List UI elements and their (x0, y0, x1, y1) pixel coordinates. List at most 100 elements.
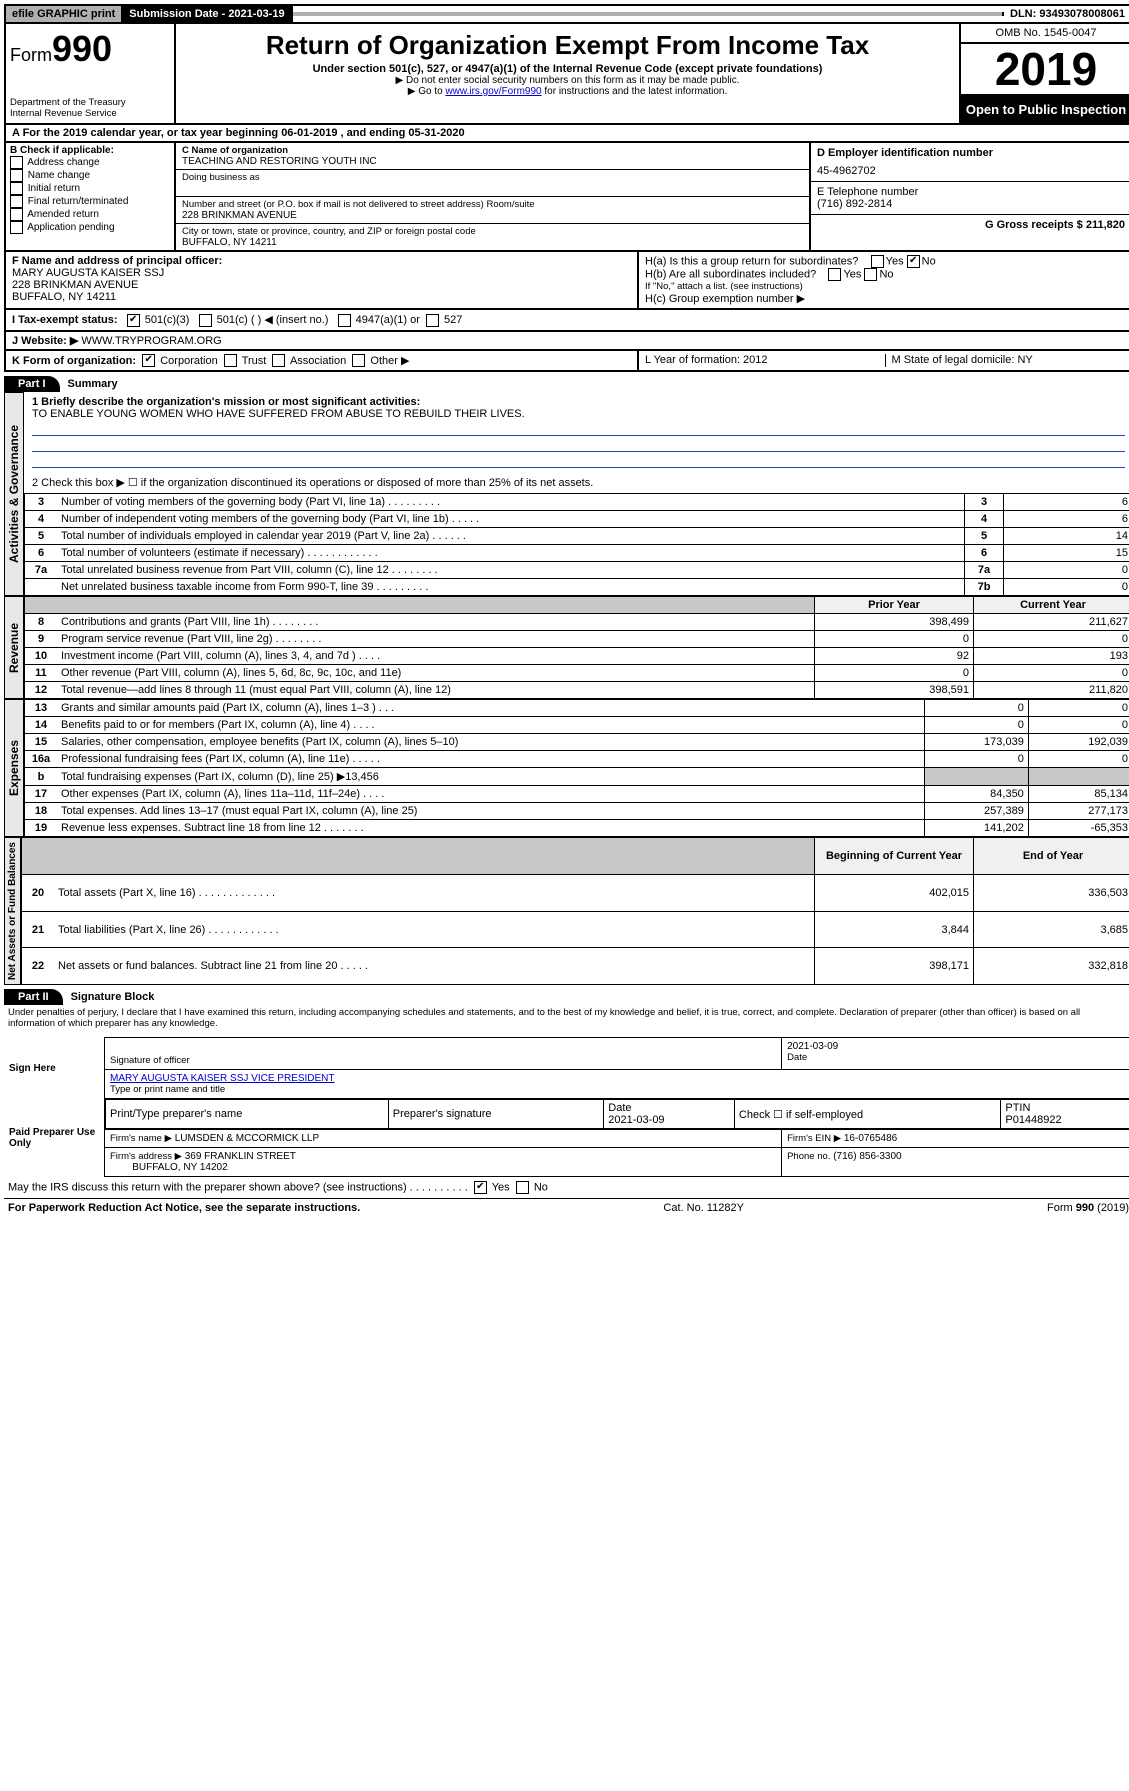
ein-value: 45-4962702 (817, 165, 1125, 177)
chk-pending[interactable]: Application pending (10, 221, 170, 234)
revenue-table: Prior YearCurrent Year8Contributions and… (24, 596, 1129, 699)
prep-date-hdr: Date (608, 1102, 631, 1114)
phone-label: E Telephone number (817, 186, 1125, 198)
org-name: TEACHING AND RESTORING YOUTH INC (182, 156, 803, 167)
state-domicile: M State of legal domicile: NY (886, 354, 1126, 368)
dept-line1: Department of the Treasury (10, 97, 170, 108)
side-revenue: Revenue (4, 596, 24, 699)
box-deg: D Employer identification number 45-4962… (811, 143, 1129, 250)
city-label: City or town, state or province, country… (182, 226, 803, 237)
expenses-table: 13Grants and similar amounts paid (Part … (24, 699, 1129, 837)
part2-tab: Part II (4, 989, 63, 1005)
note-goto: ▶ Go to www.irs.gov/Form990 for instruct… (184, 86, 951, 97)
line2-discontinued: 2 Check this box ▶ ☐ if the organization… (32, 476, 1125, 489)
box-k: K Form of organization: Corporation Trus… (6, 351, 639, 371)
goto-pre: ▶ Go to (408, 86, 446, 97)
entity-block: B Check if applicable: Address change Na… (4, 143, 1129, 252)
officer-typed-name[interactable]: MARY AUGUSTA KAISER SSJ VICE PRESIDENT (110, 1073, 335, 1084)
chk-527[interactable] (426, 314, 439, 327)
addr-label: Number and street (or P.O. box if mail i… (182, 199, 803, 210)
chk-trust[interactable] (224, 354, 237, 367)
side-governance: Activities & Governance (4, 392, 24, 596)
cat-no: Cat. No. 11282Y (663, 1202, 744, 1214)
hb: H(b) Are all subordinates included? Yes … (645, 268, 1125, 281)
paperwork-notice: For Paperwork Reduction Act Notice, see … (8, 1202, 360, 1214)
form-header: Form990 Department of the Treasury Inter… (4, 24, 1129, 125)
officer-name: MARY AUGUSTA KAISER SSJ (12, 267, 631, 279)
summary-section: Activities & Governance 1 Briefly descri… (4, 392, 1129, 596)
discuss-row: May the IRS discuss this return with the… (4, 1177, 1129, 1198)
website-value: WWW.TRYPROGRAM.ORG (81, 335, 221, 347)
ptin-hdr: PTIN (1005, 1102, 1030, 1114)
chk-name[interactable]: Name change (10, 169, 170, 182)
i-label: I Tax-exempt status: (12, 314, 118, 326)
irs-link[interactable]: www.irs.gov/Form990 (445, 86, 541, 97)
chk-assoc[interactable] (272, 354, 285, 367)
chk-final[interactable]: Final return/terminated (10, 195, 170, 208)
box-b-label: B Check if applicable: (10, 145, 170, 156)
part1-tab: Part I (4, 376, 60, 392)
form-prefix: Form (10, 45, 52, 65)
firm-name-label: Firm's name ▶ (110, 1133, 172, 1144)
chk-4947[interactable] (338, 314, 351, 327)
chk-501c[interactable] (199, 314, 212, 327)
perjury-declaration: Under penalties of perjury, I declare th… (4, 1005, 1129, 1031)
note-ssn: ▶ Do not enter social security numbers o… (184, 75, 951, 86)
dba-label: Doing business as (182, 172, 803, 183)
footer: For Paperwork Reduction Act Notice, see … (4, 1198, 1129, 1217)
officer-city: BUFFALO, NY 14211 (12, 291, 631, 303)
row-i: I Tax-exempt status: 501(c)(3) 501(c) ( … (4, 310, 1129, 332)
ha: H(a) Is this a group return for subordin… (645, 255, 1125, 268)
firm-addr1: 369 FRANKLIN STREET (185, 1151, 296, 1162)
officer-label: F Name and address of principal officer: (12, 255, 631, 267)
chk-address[interactable]: Address change (10, 156, 170, 169)
goto-post: for instructions and the latest informat… (542, 86, 728, 97)
k-label: K Form of organization: (12, 355, 136, 367)
form-ref: Form 990 (2019) (1047, 1202, 1129, 1214)
line-a-period: A For the 2019 calendar year, or tax yea… (4, 125, 1129, 143)
phone-value: (716) 892-2814 (817, 198, 1125, 210)
form-990: 990 (52, 28, 112, 69)
mission-text: TO ENABLE YOUNG WOMEN WHO HAVE SUFFERED … (32, 408, 1125, 420)
side-expenses: Expenses (4, 699, 24, 837)
signature-table: Sign Here Signature of officer 2021-03-0… (4, 1037, 1129, 1177)
org-name-label: C Name of organization (182, 145, 803, 156)
discuss-no[interactable] (516, 1181, 529, 1194)
discuss-text: May the IRS discuss this return with the… (8, 1182, 468, 1194)
omb-number: OMB No. 1545-0047 (961, 24, 1129, 44)
typed-name-label: Type or print name and title (110, 1084, 1127, 1095)
gross-receipts: G Gross receipts $ 211,820 (985, 219, 1125, 231)
prep-date: 2021-03-09 (608, 1114, 664, 1126)
chk-501c3[interactable] (127, 314, 140, 327)
row-fh: F Name and address of principal officer:… (4, 252, 1129, 310)
side-netassets: Net Assets or Fund Balances (4, 837, 21, 985)
hb-note: If "No," attach a list. (see instruction… (645, 281, 1125, 292)
box-h: H(a) Is this a group return for subordin… (639, 252, 1129, 308)
prep-sig-hdr: Preparer's signature (388, 1100, 604, 1129)
hc: H(c) Group exemption number ▶ (645, 292, 1125, 305)
submission-date: Submission Date - 2021-03-19 (123, 6, 292, 22)
firm-ein-label: Firm's EIN ▶ (787, 1133, 841, 1144)
chk-amended[interactable]: Amended return (10, 208, 170, 221)
part1-title: Summary (68, 378, 118, 390)
chk-corp[interactable] (142, 354, 155, 367)
dept-treasury: Department of the Treasury Internal Reve… (10, 97, 170, 119)
form-title: Return of Organization Exempt From Incom… (184, 30, 951, 61)
topbar-spacer (293, 12, 1004, 16)
self-employed-hdr: Check ☐ if self-employed (734, 1100, 1000, 1129)
efile-label[interactable]: efile GRAPHIC print (6, 6, 123, 22)
paid-preparer-label: Paid Preparer Use Only (4, 1099, 105, 1177)
row-klm: K Form of organization: Corporation Trus… (4, 351, 1129, 373)
firm-phone-label: Phone no. (787, 1151, 830, 1162)
part1-header: Part I Summary (4, 376, 1129, 392)
open-public: Open to Public Inspection (961, 96, 1129, 123)
chk-other[interactable] (352, 354, 365, 367)
year-formation: L Year of formation: 2012 (645, 354, 886, 368)
ein-label: D Employer identification number (817, 147, 1125, 159)
firm-addr2: BUFFALO, NY 14202 (132, 1162, 227, 1173)
chk-initial[interactable]: Initial return (10, 182, 170, 195)
sig-officer-label: Signature of officer (110, 1055, 776, 1066)
firm-phone: (716) 856-3300 (833, 1151, 901, 1162)
dept-line2: Internal Revenue Service (10, 108, 170, 119)
discuss-yes[interactable] (474, 1181, 487, 1194)
